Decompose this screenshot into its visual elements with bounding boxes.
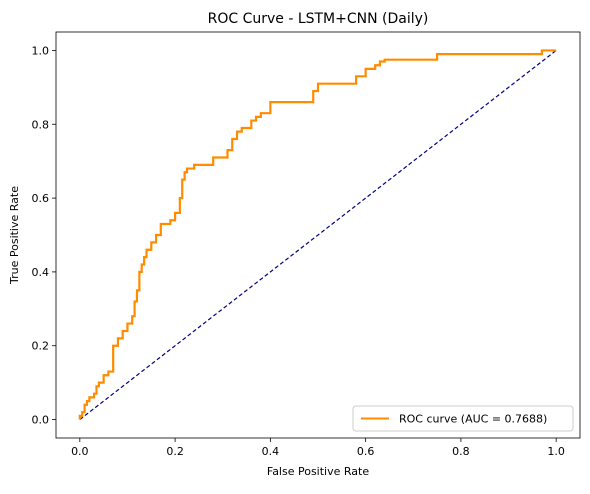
roc-curve-line [78,49,557,420]
y-axis: 0.0 0.2 0.4 0.6 0.8 1.0 [32,44,56,427]
x-tick-label: 0.0 [71,445,89,458]
y-tick-label: 1.0 [32,44,50,57]
y-tick-label: 0.0 [32,414,50,427]
y-tick-label: 0.4 [32,266,50,279]
y-tick-label: 0.2 [32,340,50,353]
chart-title: ROC Curve - LSTM+CNN (Daily) [208,11,429,27]
x-tick-label: 1.0 [547,445,565,458]
legend: ROC curve (AUC = 0.7688) [352,405,574,432]
x-tick-label: 0.4 [262,445,280,458]
x-tick-label: 0.8 [452,445,470,458]
x-axis: 0.0 0.2 0.4 0.6 0.8 1.0 [71,438,565,458]
series-layer [78,49,557,421]
diagonal-reference-line [79,49,557,421]
x-axis-label: False Positive Rate [267,465,369,478]
x-tick-label: 0.6 [357,445,375,458]
y-tick-label: 0.8 [32,118,50,131]
y-tick-label: 0.6 [32,192,50,205]
plot-area [55,31,581,439]
legend-box [352,405,574,432]
x-tick-label: 0.2 [166,445,184,458]
legend-label-roc: ROC curve (AUC = 0.7688) [399,413,547,426]
y-axis-label: True Positive Rate [8,186,21,285]
